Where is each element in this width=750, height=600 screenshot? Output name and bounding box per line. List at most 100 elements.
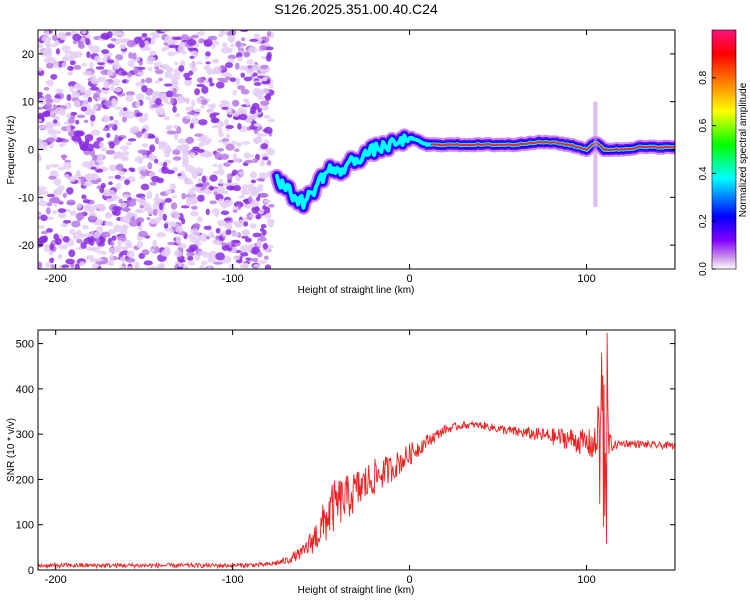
noise-speckle (259, 159, 265, 167)
noise-speckle (152, 208, 158, 216)
noise-speckle (192, 223, 201, 229)
noise-speckle (260, 64, 269, 70)
snr-y-label: SNR (10 * v/v) (6, 418, 17, 482)
noise-speckle (85, 255, 93, 260)
noise-speckle (72, 33, 82, 42)
noise-speckle (90, 129, 101, 136)
noise-speckle (201, 85, 209, 94)
noise-speckle (184, 181, 194, 185)
noise-speckle (76, 238, 83, 244)
noise-speckle (86, 51, 91, 59)
noise-speckle (126, 242, 133, 249)
noise-speckle (247, 65, 253, 69)
noise-speckle (89, 247, 95, 251)
noise-speckle (165, 144, 171, 153)
noise-speckle (149, 144, 156, 153)
noise-speckle (129, 111, 135, 115)
noise-speckle (126, 39, 136, 48)
noise-speckle (45, 207, 51, 215)
noise-speckle (80, 106, 88, 112)
noise-speckle (190, 99, 196, 108)
noise-speckle (225, 62, 233, 69)
noise-speckle (223, 199, 234, 207)
noise-speckle (237, 56, 243, 62)
noise-speckle (81, 161, 92, 168)
noise-speckle (205, 61, 211, 65)
noise-speckle (82, 204, 92, 212)
noise-speckle (236, 142, 243, 147)
noise-speckle (148, 98, 154, 106)
y-tick-label: 10 (22, 97, 34, 109)
noise-speckle (185, 136, 195, 144)
noise-speckle (249, 38, 259, 43)
noise-speckle (62, 192, 67, 198)
noise-speckle (154, 69, 164, 75)
noise-speckle (197, 216, 203, 223)
noise-speckle (175, 36, 183, 41)
noise-speckle (268, 84, 274, 89)
noise-speckle (83, 237, 93, 245)
y-tick-label: 300 (16, 429, 34, 441)
noise-speckle (240, 37, 246, 42)
noise-speckle (114, 174, 121, 180)
noise-speckle (44, 93, 52, 101)
noise-speckle (160, 250, 171, 257)
noise-speckle (229, 77, 237, 82)
noise-speckle (125, 91, 135, 96)
noise-speckle (208, 77, 213, 84)
noise-speckle (177, 243, 187, 249)
noise-speckle (177, 173, 182, 177)
noise-speckle (189, 169, 196, 175)
noise-speckle (190, 200, 196, 205)
noise-speckle (172, 156, 182, 161)
colorbar-tick-label: 0.0 (698, 262, 709, 276)
noise-speckle (193, 108, 202, 113)
noise-speckle (38, 140, 45, 148)
noise-speckle (190, 34, 199, 39)
noise-speckle (45, 261, 51, 268)
noise-speckle (237, 85, 246, 91)
noise-speckle (247, 196, 253, 204)
noise-speckle (207, 104, 216, 108)
noise-speckle (203, 225, 212, 230)
noise-speckle (121, 51, 127, 55)
noise-speckle (207, 107, 215, 115)
noise-speckle (252, 158, 259, 163)
noise-speckle (47, 79, 54, 87)
noise-speckle (179, 60, 186, 67)
noise-speckle (82, 70, 93, 76)
noise-speckle (120, 145, 130, 151)
noise-speckle (264, 255, 269, 261)
noise-speckle (218, 178, 224, 185)
noise-speckle (99, 235, 104, 243)
noise-speckle (201, 139, 211, 146)
noise-speckle (182, 264, 189, 269)
noise-speckle (205, 51, 211, 57)
noise-speckle (58, 143, 64, 148)
noise-speckle (189, 62, 197, 69)
noise-speckle (191, 117, 200, 124)
noise-speckle (175, 236, 182, 244)
noise-speckle (201, 260, 208, 265)
x-tick-label: -200 (45, 574, 67, 586)
noise-speckle (77, 202, 82, 210)
noise-speckle (79, 85, 87, 93)
noise-speckle (112, 30, 122, 37)
noise-speckle (146, 217, 151, 221)
noise-speckle (123, 206, 130, 213)
noise-speckle (225, 143, 235, 151)
noise-speckle (65, 102, 72, 110)
noise-speckle (188, 188, 196, 196)
noise-speckle (135, 112, 143, 117)
noise-speckle (232, 89, 238, 96)
noise-speckle (156, 263, 164, 269)
noise-speckle (177, 45, 185, 54)
noise-speckle (54, 94, 61, 99)
noise-speckle (52, 209, 58, 215)
noise-speckle (262, 242, 268, 250)
noise-speckle (121, 224, 129, 230)
noise-speckle (40, 230, 48, 235)
noise-speckle (79, 261, 86, 266)
noise-speckle (69, 229, 76, 235)
